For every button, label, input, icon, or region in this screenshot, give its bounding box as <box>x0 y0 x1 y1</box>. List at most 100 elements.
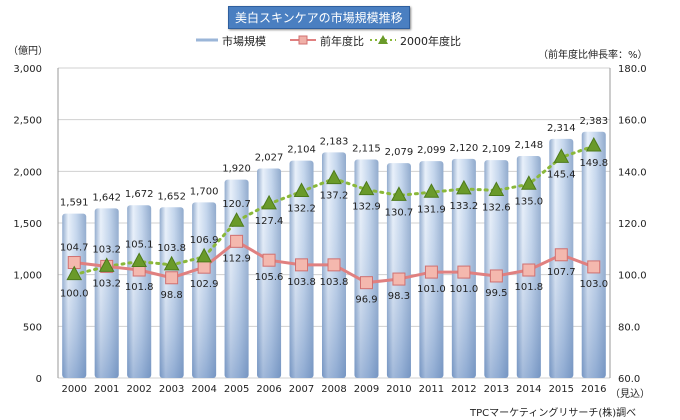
index-marker <box>520 175 537 190</box>
yoy-label: 103.8 <box>320 277 349 288</box>
index-marker <box>163 255 180 271</box>
yoy-marker <box>197 260 211 274</box>
yoy-label: 101.8 <box>125 282 154 293</box>
index-marker <box>326 169 342 185</box>
left-tick-label: 1,500 <box>13 219 42 230</box>
yoy-marker <box>392 272 406 286</box>
yoy-label: 98.8 <box>161 290 183 301</box>
x-tick-label: 2013 <box>484 384 509 395</box>
bar-shade <box>257 168 282 378</box>
index-marker <box>391 186 407 201</box>
index-marker <box>261 194 277 210</box>
index-marker <box>456 179 472 195</box>
index-marker <box>66 265 83 281</box>
right-axis-label: （前年度比伸長率：%） <box>538 50 648 61</box>
left-tick-label: 1,000 <box>13 271 42 282</box>
index-marker <box>131 252 148 267</box>
index-label: 131.9 <box>417 204 446 215</box>
bar-shade <box>386 163 411 378</box>
x-tick-label: 2012 <box>451 384 476 395</box>
index-label: 132.6 <box>482 202 511 213</box>
bar-value-label: 2,099 <box>417 145 446 156</box>
index-marker <box>228 212 245 227</box>
yoy-marker <box>262 253 276 267</box>
yoy-label: 99.5 <box>485 288 507 299</box>
yoy-label: 103.2 <box>92 278 121 289</box>
index-label: 100.0 <box>60 289 89 300</box>
index-label: 103.8 <box>157 243 186 254</box>
left-tick-label: 3,000 <box>13 64 42 75</box>
right-tick-label: 160.0 <box>618 116 647 127</box>
left-tick-label: 2,500 <box>13 116 42 127</box>
index-marker <box>98 257 115 272</box>
index-label: 127.4 <box>255 216 284 227</box>
yoy-label: 101.0 <box>450 284 479 295</box>
index-label: 132.2 <box>287 203 316 214</box>
bar-value-label: 2,104 <box>287 145 316 156</box>
index-label: 103.2 <box>92 244 121 255</box>
bar-value-label: 2,120 <box>450 143 479 154</box>
x-tick-label: 2001 <box>94 384 119 395</box>
bar-shade <box>159 207 184 378</box>
yoy-marker <box>359 276 373 290</box>
index-label: 133.2 <box>450 201 479 212</box>
bar-value-label: 2,383 <box>579 116 608 127</box>
x-tick-label: 2002 <box>126 384 151 395</box>
bar-value-label: 2,027 <box>255 153 284 164</box>
bar-shade <box>581 131 606 378</box>
x-tick-label: 2000 <box>62 384 87 395</box>
index-marker <box>293 182 310 197</box>
bar-shade <box>484 160 509 378</box>
right-tick-label: 60.0 <box>618 374 640 385</box>
bar-shade <box>354 159 379 378</box>
bar-shade <box>192 202 217 378</box>
index-label: 137.2 <box>320 191 349 202</box>
left-tick-label: 2,000 <box>13 167 42 178</box>
yoy-label: 112.9 <box>222 253 251 264</box>
yoy-label: 101.0 <box>417 284 446 295</box>
yoy-label: 103.0 <box>579 279 608 290</box>
bar-value-label: 2,079 <box>385 147 414 158</box>
yoy-label: 104.7 <box>60 243 89 254</box>
bar-value-label: 1,642 <box>92 192 121 203</box>
right-tick-label: 80.0 <box>618 322 640 333</box>
index-label: 132.9 <box>352 202 381 213</box>
yoy-marker <box>295 258 309 272</box>
yoy-label: 101.8 <box>515 282 544 293</box>
bar-shade <box>94 208 119 378</box>
legend-label-yoy: 前年度比 <box>320 35 364 48</box>
left-tick-label: 500 <box>23 322 42 333</box>
index-label: 105.1 <box>125 239 154 250</box>
bar-value-label: 1,700 <box>190 186 219 197</box>
yoy-label: 103.8 <box>287 277 316 288</box>
yoy-label: 107.7 <box>547 267 576 278</box>
yoy-marker <box>230 234 244 248</box>
yoy-label: 105.6 <box>255 272 284 283</box>
yoy-label: 98.3 <box>388 291 410 302</box>
index-label: 135.0 <box>515 196 544 207</box>
x-tick-label: 2007 <box>289 384 314 395</box>
bar-shade <box>127 205 152 378</box>
x-tick-label: 2009 <box>354 384 379 395</box>
yoy-marker <box>522 263 536 277</box>
yoy-marker <box>587 260 601 274</box>
right-tick-label: 180.0 <box>618 64 647 75</box>
legend-label-index: 2000年度比 <box>400 35 461 48</box>
index-marker <box>553 148 570 163</box>
index-marker <box>423 183 440 198</box>
yoy-marker <box>554 248 568 262</box>
bar-value-label: 2,109 <box>482 144 511 155</box>
right-tick-label: 100.0 <box>618 271 647 282</box>
index-label: 130.7 <box>385 207 414 218</box>
bar-value-label: 1,652 <box>157 191 186 202</box>
yoy-marker <box>165 271 179 285</box>
bar-value-label: 2,148 <box>515 140 544 151</box>
bar-value-label: 1,672 <box>125 189 154 200</box>
source-note: TPCマーケティングリサーチ(株)調べ <box>470 408 637 419</box>
index-marker <box>358 180 375 196</box>
x-tick-label: 2006 <box>256 384 281 395</box>
yoy-marker <box>327 258 341 272</box>
index-marker <box>488 181 505 196</box>
x-tick-label: 2016 <box>581 384 606 395</box>
